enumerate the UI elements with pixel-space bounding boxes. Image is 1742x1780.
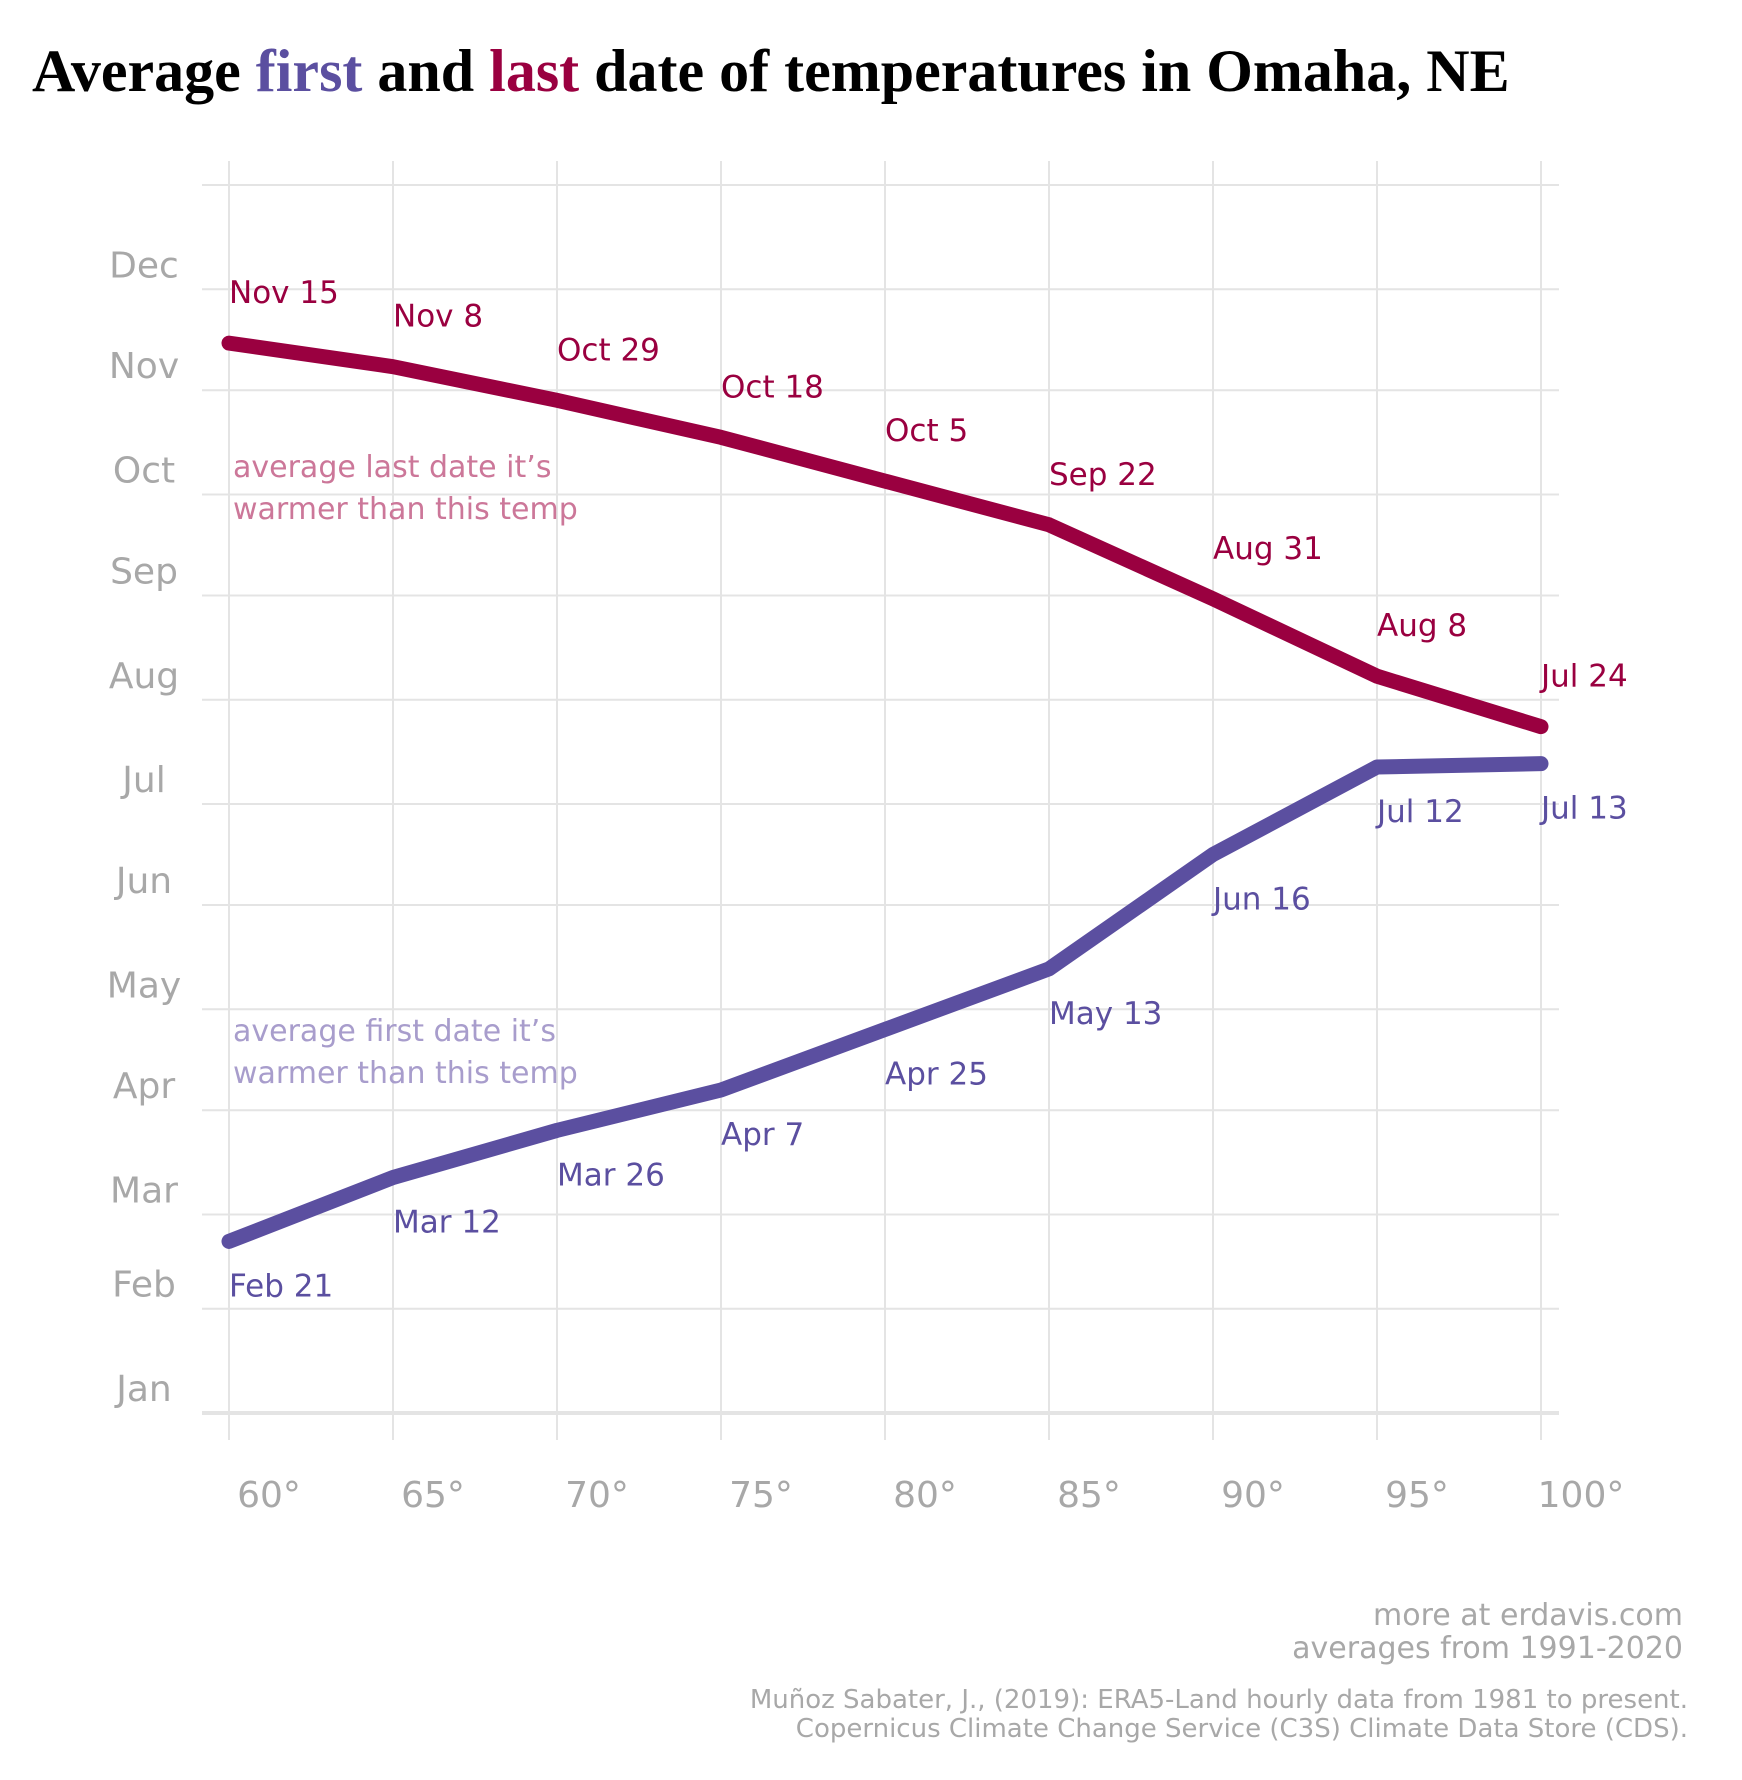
data-label: Jul 12 <box>1375 794 1464 830</box>
data-label: Feb 21 <box>229 1268 333 1304</box>
data-label: Jul 24 <box>1539 659 1628 695</box>
data-label: Jul 13 <box>1539 791 1628 827</box>
data-label: Apr 7 <box>721 1117 804 1153</box>
footer-citation-2: Copernicus Climate Change Service (C3S) … <box>796 1714 1688 1744</box>
x-tick-label: 90° <box>1221 1475 1285 1516</box>
y-axis-ticks: Jan Feb Mar Apr May Jun Jul Aug Sep Oct Nov Dec <box>107 245 181 1410</box>
y-tick-label: Dec <box>109 245 179 286</box>
y-tick-label: Mar <box>110 1171 178 1212</box>
data-label: Aug 8 <box>1377 608 1467 644</box>
x-axis-ticks: 60° 65° 70° 75° 80° 85° 90° 95° 100° <box>237 1475 1624 1516</box>
data-label: Mar 26 <box>557 1157 665 1193</box>
data-label: May 13 <box>1049 996 1162 1032</box>
series-annotation: average last date it’s <box>233 450 551 485</box>
point-labels: Nov 15 Nov 8 Oct 29 Oct 18 Oct 5 Sep 22 Aug 31… <box>229 275 1628 1304</box>
data-label: Oct 18 <box>721 369 824 405</box>
y-tick-label: Apr <box>113 1066 175 1107</box>
y-tick-label: Nov <box>109 346 179 387</box>
data-label: Jun 16 <box>1211 882 1311 918</box>
series-line-first-date <box>221 756 1549 1249</box>
series-lines <box>221 335 1549 1249</box>
x-tick-label: 80° <box>893 1475 957 1516</box>
data-label: Oct 5 <box>885 413 968 449</box>
footer-period: averages from 1991-2020 <box>1292 1631 1683 1666</box>
x-tick-label: 65° <box>401 1475 465 1516</box>
y-tick-label: Oct <box>113 451 175 492</box>
title-segment: first <box>256 38 363 104</box>
data-label: Oct 29 <box>557 332 660 368</box>
title-segment: Average <box>32 38 256 104</box>
series-annotation: warmer than this temp <box>233 492 578 527</box>
y-tick-label: Sep <box>110 551 178 592</box>
x-tick-label: 60° <box>237 1475 301 1516</box>
y-tick-label: Aug <box>109 656 179 697</box>
chart-title: Average first and last date of temperatu… <box>32 38 1510 104</box>
footer-citation-1: Muñoz Sabater, J., (2019): ERA5-Land hou… <box>750 1685 1688 1715</box>
data-label: Mar 12 <box>393 1204 501 1240</box>
annotations: average last date it’s warmer than this t… <box>233 450 578 1091</box>
data-label: Nov 15 <box>229 275 339 311</box>
data-label: Apr 25 <box>885 1056 988 1092</box>
y-tick-label: Jun <box>114 861 172 902</box>
x-tick-label: 95° <box>1385 1475 1449 1516</box>
series-annotation: warmer than this temp <box>233 1056 578 1091</box>
footer-site: more at erdavis.com <box>1373 1598 1683 1633</box>
x-tick-label: 75° <box>729 1475 793 1516</box>
x-tick-label: 100° <box>1538 1475 1625 1516</box>
title-segment: date of temperatures in Omaha, NE <box>579 38 1509 104</box>
series-annotation: average first date it’s <box>233 1014 556 1049</box>
data-label: Aug 31 <box>1213 531 1323 567</box>
title-segment: and <box>362 38 489 104</box>
series-line-last-date <box>221 335 1549 735</box>
y-tick-label: Feb <box>112 1265 176 1306</box>
grid-layer <box>202 161 1559 1440</box>
x-tick-label: 70° <box>565 1475 629 1516</box>
x-tick-label: 85° <box>1057 1475 1121 1516</box>
y-tick-label: Jul <box>120 760 165 801</box>
data-label: Sep 22 <box>1049 457 1157 493</box>
title-segment: last <box>489 38 579 104</box>
y-tick-label: May <box>107 965 181 1006</box>
data-label: Nov 8 <box>393 299 483 335</box>
y-tick-label: Jan <box>114 1369 172 1410</box>
